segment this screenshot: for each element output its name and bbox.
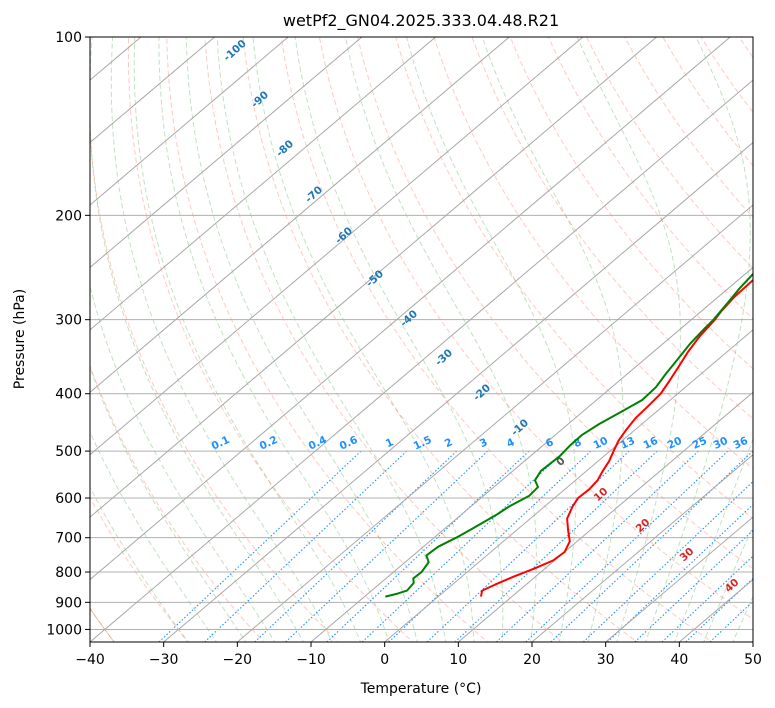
y-tick-label: 700 — [55, 531, 82, 547]
isotherm-gridline — [90, 37, 584, 456]
mixing-ratio-line — [582, 480, 753, 642]
dry-adiabat-line — [166, 37, 489, 642]
mixing-ratio-label: 6 — [544, 436, 556, 450]
x-tick-label: −10 — [296, 652, 326, 668]
isotherm-gridline — [90, 37, 363, 269]
isotherm-gridlines — [90, 37, 753, 642]
x-tick-label: −40 — [75, 652, 105, 668]
isotherm-gridline — [604, 516, 753, 642]
isotherm-gridline — [90, 37, 437, 331]
x-tick-label: 0 — [380, 652, 389, 668]
mixing-ratio-label: 30 — [712, 435, 730, 452]
isotherm-gridline — [236, 204, 753, 642]
y-tick-label: 200 — [55, 208, 82, 224]
dry-adiabat-line — [509, 37, 753, 370]
isotherm-gridline — [90, 37, 658, 518]
x-axis-ticks: −40 −30 −20 −10 0 10 20 30 40 50 — [75, 642, 762, 668]
mixing-ratio-line — [203, 450, 407, 642]
y-tick-label: 1000 — [46, 622, 82, 638]
mixing-ratio-label: 1 — [384, 436, 396, 450]
x-axis-label: Temperature (°C) — [360, 681, 482, 697]
mixing-ratio-label: 8 — [572, 436, 584, 450]
x-tick-label: 10 — [449, 652, 467, 668]
dewpoint-line — [385, 272, 753, 598]
isobar-gridlines — [90, 37, 753, 630]
plot-area: -100-90-80-70-60-50-40-30-20-10010203040… — [90, 37, 753, 642]
isotherm-gridline — [383, 329, 753, 642]
isotherm-gridline — [90, 37, 216, 144]
isotherm-gridline — [162, 141, 753, 642]
y-axis-label: Pressure (hPa) — [12, 289, 28, 389]
mixing-ratio-line — [684, 577, 753, 642]
mixing-ratio-label: 3 — [478, 436, 490, 450]
mixing-ratio-label: 20 — [666, 435, 684, 452]
mixing-ratio-line — [284, 450, 489, 642]
mixing-ratio-line — [606, 503, 753, 642]
isotherm-gridline — [90, 37, 290, 206]
y-tick-label: 600 — [55, 491, 82, 507]
mixing-ratio-label: 2 — [443, 436, 455, 450]
mixing-ratio-label: 36 — [732, 435, 750, 452]
mixing-ratio-line — [454, 450, 658, 642]
mixing-ratio-lines — [158, 450, 753, 642]
mixing-ratio-line — [158, 450, 362, 642]
isotherm-gridline — [90, 79, 753, 642]
isotherm-gridline — [90, 37, 732, 581]
isotherm-gridline — [457, 391, 753, 642]
temperature-line — [480, 278, 753, 597]
mixing-ratio-label: 25 — [691, 435, 709, 452]
mixing-ratio-line — [525, 450, 729, 642]
mixing-ratio-line — [253, 450, 458, 642]
y-tick-label: 100 — [55, 30, 82, 46]
chart-title: wetPf2_GN04.2025.333.04.48.R21 — [283, 11, 559, 31]
mixing-ratio-label: 16 — [642, 435, 660, 452]
plot-frame — [89, 36, 754, 643]
mixing-ratio-line — [661, 555, 753, 642]
sounding-series — [385, 272, 753, 598]
moist-adiabat-line — [110, 37, 333, 642]
x-tick-label: 50 — [744, 652, 762, 668]
isotherm-gridline — [90, 37, 511, 393]
isotherm-gridline — [310, 266, 753, 642]
mixing-ratio-line — [709, 600, 753, 642]
mixing-ratio-line — [634, 529, 753, 642]
x-tick-label: 20 — [523, 652, 541, 668]
dry-adiabat-line — [395, 37, 753, 520]
x-tick-label: 40 — [670, 652, 688, 668]
moist-adiabat-line — [133, 37, 362, 642]
mixing-ratio-line — [495, 450, 699, 642]
mixing-ratio-label: 13 — [619, 435, 637, 452]
y-tick-label: 900 — [55, 595, 82, 611]
y-tick-label: 300 — [55, 313, 82, 329]
mixing-ratio-line — [361, 450, 565, 642]
x-tick-label: −30 — [149, 652, 179, 668]
mixing-ratio-label: 10 — [592, 435, 610, 452]
x-tick-label: −20 — [223, 652, 253, 668]
isotherm-gridline — [531, 454, 753, 642]
y-tick-label: 400 — [55, 387, 82, 403]
y-tick-label: 800 — [55, 565, 82, 581]
x-tick-label: 30 — [597, 652, 615, 668]
y-axis-ticks: 100 200 300 400 500 600 700 800 900 1000 — [46, 30, 90, 638]
dry-adiabat-line — [433, 37, 753, 470]
y-tick-label: 500 — [55, 444, 82, 460]
mixing-ratio-label: 4 — [505, 436, 517, 450]
mixing-ratio-line — [326, 450, 530, 642]
